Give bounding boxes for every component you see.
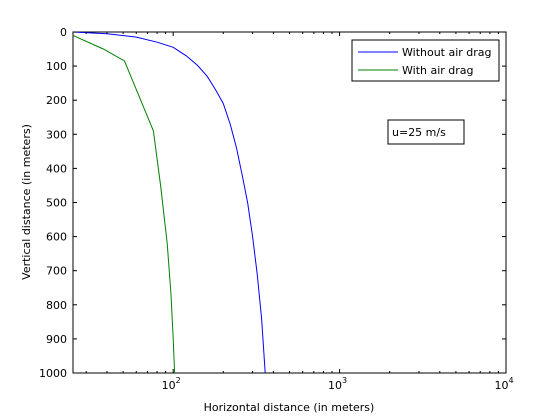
y-tick-label: 0 — [60, 26, 67, 39]
x-tick-label-base: 10 — [494, 379, 508, 392]
legend-label-without-air-drag: Without air drag — [402, 46, 492, 59]
x-axis-label: Horizontal distance (in meters) — [204, 401, 375, 414]
y-tick-label: 700 — [46, 265, 67, 278]
legend: Without air drag With air drag — [352, 40, 499, 81]
x-tick-label-exponent: 2 — [176, 376, 181, 385]
y-axis-label: Vertical distance (in meters) — [20, 124, 33, 280]
y-tick-label: 300 — [46, 128, 67, 141]
x-tick-label-exponent: 3 — [342, 376, 347, 385]
legend-label-with-air-drag: With air drag — [402, 64, 474, 77]
y-tick-label: 400 — [46, 162, 67, 175]
y-tick-label: 800 — [46, 299, 67, 312]
x-tick-label-exponent: 4 — [508, 376, 513, 385]
plot-area — [73, 32, 506, 373]
y-tick-label: 900 — [46, 333, 67, 346]
y-tick-label: 100 — [46, 60, 67, 73]
x-tick-label-base: 10 — [328, 379, 342, 392]
annotation: u=25 m/s — [388, 120, 464, 144]
y-tick-label: 200 — [46, 94, 67, 107]
y-tick-label: 600 — [46, 231, 67, 244]
x-tick-label-base: 10 — [162, 379, 176, 392]
y-tick-label: 1000 — [39, 367, 67, 380]
annotation-text: u=25 m/s — [392, 126, 446, 139]
y-tick-label: 500 — [46, 197, 67, 210]
